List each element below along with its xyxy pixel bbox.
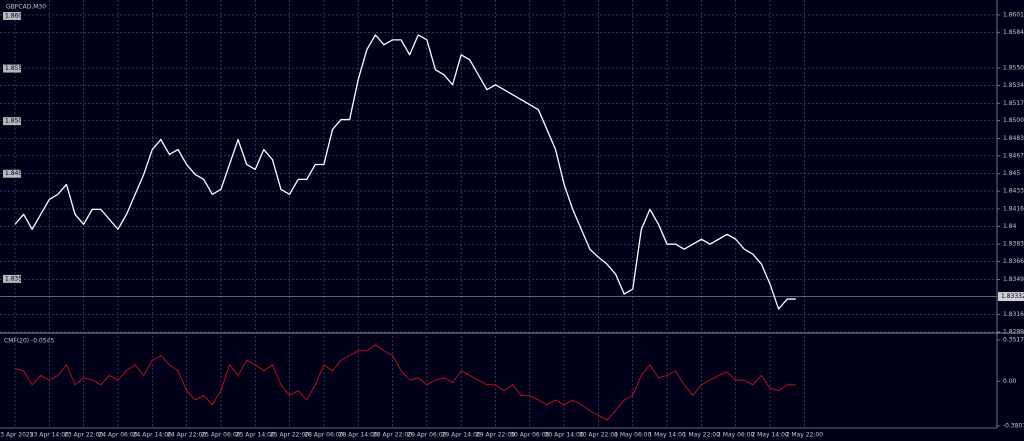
y-tick-label: 1.85845 (1003, 29, 1024, 36)
y-tick-label: 1.85505 (1003, 65, 1024, 72)
level-label: 1.845 (5, 170, 22, 177)
y-tick-label: 1.84835 (1003, 135, 1024, 142)
y-tick-label: 1.8534 (1003, 82, 1024, 89)
chart-title: GBPCAD,M30 (6, 4, 46, 11)
x-tick-label: 23 Apr 2025 (0, 432, 34, 439)
y-tick-label: 1.8601 (1003, 11, 1024, 18)
y-tick-label: 1.8316 (1003, 311, 1024, 318)
level-label: 1.860 (5, 12, 22, 19)
x-tick-label: 2 May 06:00 (717, 432, 755, 439)
x-tick-label: 24 Apr 06:00 (98, 432, 137, 439)
y-tick-label: 1.84 (1003, 223, 1017, 230)
x-tick-label: 23 Apr 22:00 (64, 432, 103, 439)
y-tick-label: 0.3517 (1003, 337, 1024, 344)
x-tick-label: 30 Apr 14:00 (545, 432, 584, 439)
x-tick-label: 1 May 14:00 (648, 432, 686, 439)
x-tick-label: 24 Apr 14:00 (133, 432, 172, 439)
indicator-title: CMF(20) -0.0545 (4, 338, 54, 345)
x-tick-label: 25 Apr 22:00 (270, 432, 309, 439)
y-tick-label: 1.8467 (1003, 152, 1024, 159)
y-tick-label: 1.83665 (1003, 258, 1024, 265)
level-label-box (3, 64, 21, 73)
x-tick-label: 28 Apr 14:00 (339, 432, 378, 439)
y-tick-label: 1.845 (1003, 170, 1020, 177)
x-tick-label: 25 Apr 06:00 (201, 432, 240, 439)
x-tick-label: 29 Apr 22:00 (476, 432, 515, 439)
y-tick-label: 1.83495 (1003, 276, 1024, 283)
x-tick-label: 28 Apr 22:00 (373, 432, 412, 439)
x-tick-label: 28 Apr 06:00 (304, 432, 343, 439)
x-tick-label: 1 May 22:00 (683, 432, 721, 439)
y-tick-label: 1.8517 (1003, 100, 1024, 107)
last-price-box (998, 292, 1024, 302)
y-tick-label: -0.3807 (1003, 423, 1024, 430)
y-tick-label: 1.82995 (1003, 329, 1024, 336)
y-tick-label: 1.84165 (1003, 205, 1024, 212)
x-tick-label: 1 May 06:00 (614, 432, 652, 439)
level-label: 1.835 (5, 275, 22, 282)
level-label-box (3, 274, 21, 283)
price-line (14, 34, 796, 310)
level-label: 1.855 (5, 65, 22, 72)
level-label-box (3, 11, 21, 20)
y-tick-label: 1.8383 (1003, 241, 1024, 248)
x-tick-label: 2 May 22:00 (786, 432, 824, 439)
x-tick-label: 30 Apr 06:00 (510, 432, 549, 439)
level-label: 1.850 (5, 118, 22, 125)
y-tick-label: 1.85005 (1003, 117, 1024, 124)
x-tick-label: 25 Apr 14:00 (236, 432, 275, 439)
x-tick-label: 29 Apr 06:00 (407, 432, 446, 439)
y-tick-label: 1.84335 (1003, 188, 1024, 195)
x-tick-label: 29 Apr 14:00 (442, 432, 481, 439)
last-price-label: 1.83332 (1001, 293, 1024, 300)
level-label-box (3, 169, 21, 178)
x-tick-label: 24 Apr 22:00 (167, 432, 206, 439)
price-line (14, 344, 796, 421)
y-tick-label: 0.00 (1003, 378, 1017, 385)
level-label-box (3, 117, 21, 126)
x-tick-label: 30 Apr 22:00 (579, 432, 618, 439)
x-tick-label: 2 May 14:00 (751, 432, 789, 439)
x-tick-label: 23 Apr 14:00 (30, 432, 69, 439)
